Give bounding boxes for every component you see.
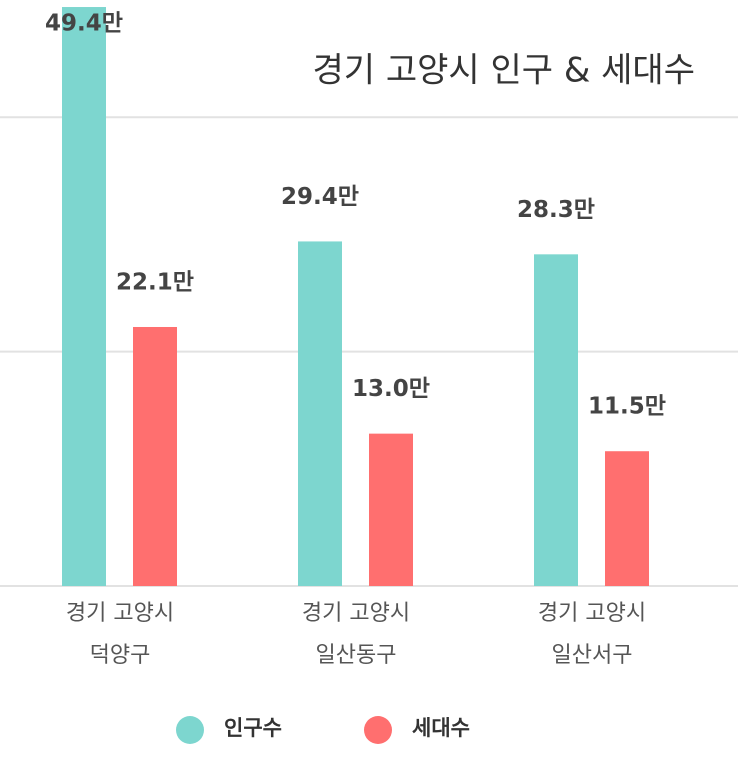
value-label: 22.1만 bbox=[116, 269, 194, 295]
value-label: 29.4만 bbox=[281, 184, 359, 210]
value-label: 13.0만 bbox=[352, 376, 430, 402]
legend-marker bbox=[176, 716, 204, 744]
chart-title: 경기 고양시 인구 & 세대수 bbox=[312, 51, 695, 91]
x-tick-label: 경기 고양시 bbox=[538, 601, 646, 626]
legend-label: 인구수 bbox=[224, 716, 282, 740]
bar bbox=[133, 326, 177, 586]
bar bbox=[298, 241, 342, 586]
bar bbox=[62, 7, 106, 587]
value-label: 11.5만 bbox=[588, 394, 666, 420]
value-label: 28.3만 bbox=[517, 197, 595, 223]
legend-label: 세대수 bbox=[412, 716, 470, 740]
x-tick-label: 일산서구 bbox=[552, 643, 633, 668]
value-label: 49.4만 bbox=[45, 11, 123, 37]
legend-marker bbox=[364, 716, 392, 744]
x-tick-label: 덕양구 bbox=[90, 643, 151, 668]
bar bbox=[369, 433, 413, 586]
x-tick-label: 일산동구 bbox=[316, 643, 397, 668]
x-tick-label: 경기 고양시 bbox=[302, 601, 410, 626]
bar bbox=[605, 451, 649, 586]
bar bbox=[534, 254, 578, 586]
x-tick-label: 경기 고양시 bbox=[66, 601, 174, 626]
